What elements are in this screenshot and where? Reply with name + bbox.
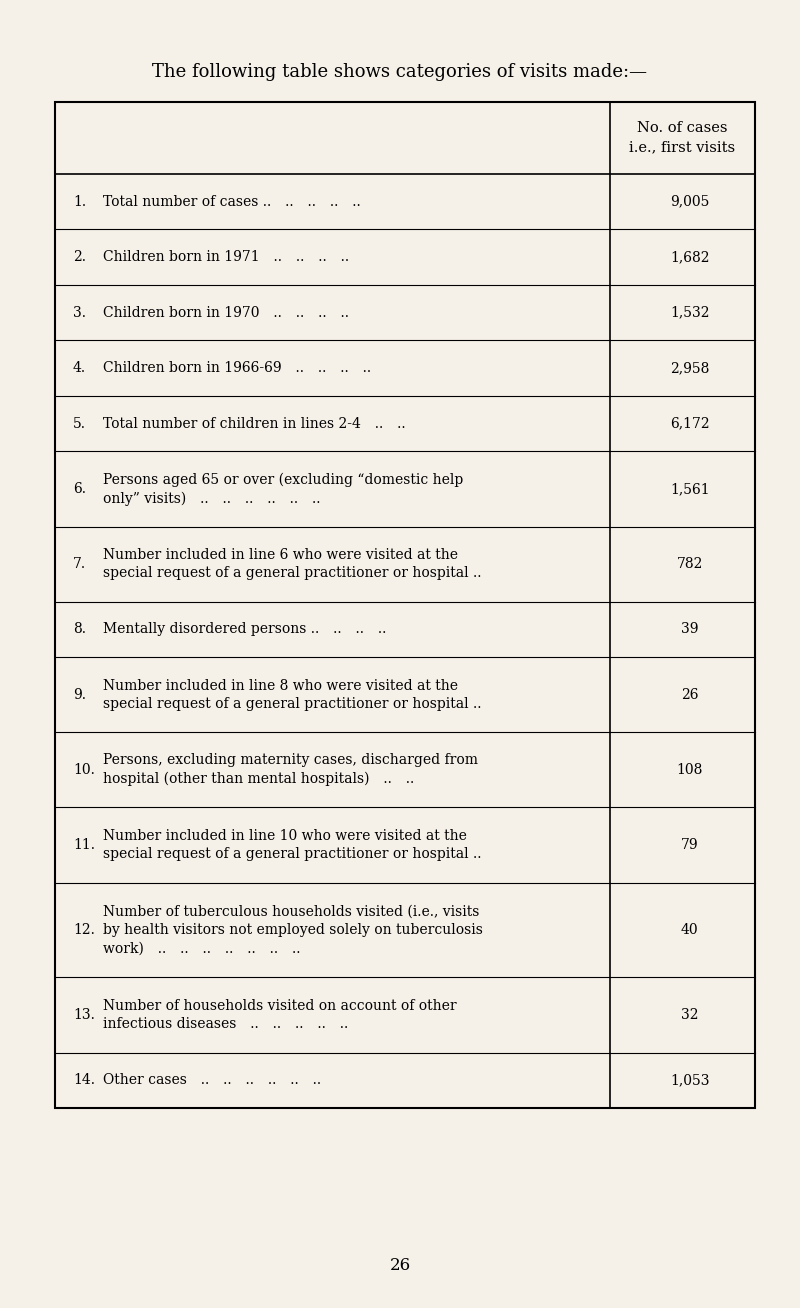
- Text: 13.: 13.: [73, 1008, 95, 1022]
- Text: 5.: 5.: [73, 417, 86, 430]
- Text: 8.: 8.: [73, 623, 86, 637]
- Text: 9,005: 9,005: [670, 195, 710, 209]
- Text: 11.: 11.: [73, 838, 95, 852]
- Text: 7.: 7.: [73, 557, 86, 572]
- Text: 26: 26: [390, 1257, 410, 1274]
- Text: Total number of cases .. .. .. .. ..: Total number of cases .. .. .. .. ..: [103, 195, 361, 209]
- Text: 79: 79: [681, 838, 698, 852]
- Text: Number included in line 8 who were visited at the
special request of a general p: Number included in line 8 who were visit…: [103, 679, 482, 712]
- Text: 4.: 4.: [73, 361, 86, 375]
- Text: No. of cases
i.e., first visits: No. of cases i.e., first visits: [630, 122, 735, 154]
- Text: Children born in 1970 .. .. .. ..: Children born in 1970 .. .. .. ..: [103, 306, 349, 319]
- Text: Children born in 1971 .. .. .. ..: Children born in 1971 .. .. .. ..: [103, 250, 349, 264]
- Text: 9.: 9.: [73, 688, 86, 702]
- Text: Total number of children in lines 2-4 .. ..: Total number of children in lines 2-4 ..…: [103, 417, 406, 430]
- Text: Persons aged 65 or over (excluding “domestic help
only” visits) .. .. .. .. .. .: Persons aged 65 or over (excluding “dome…: [103, 472, 463, 506]
- Text: The following table shows categories of visits made:—: The following table shows categories of …: [153, 63, 647, 81]
- Text: Children born in 1966-69 .. .. .. ..: Children born in 1966-69 .. .. .. ..: [103, 361, 371, 375]
- Text: 12.: 12.: [73, 923, 95, 937]
- Text: 32: 32: [681, 1008, 698, 1022]
- Text: 6,172: 6,172: [670, 417, 710, 430]
- Text: 1,682: 1,682: [670, 250, 710, 264]
- Text: Mentally disordered persons .. .. .. ..: Mentally disordered persons .. .. .. ..: [103, 623, 386, 637]
- Text: Number included in line 10 who were visited at the
special request of a general : Number included in line 10 who were visi…: [103, 829, 482, 861]
- Text: Number of tuberculous households visited (i.e., visits
by health visitors not em: Number of tuberculous households visited…: [103, 905, 483, 955]
- Text: 1,561: 1,561: [670, 481, 710, 496]
- Text: 1.: 1.: [73, 195, 86, 209]
- Text: 6.: 6.: [73, 481, 86, 496]
- Text: Other cases .. .. .. .. .. ..: Other cases .. .. .. .. .. ..: [103, 1074, 321, 1087]
- Text: Number included in line 6 who were visited at the
special request of a general p: Number included in line 6 who were visit…: [103, 548, 482, 581]
- Text: Number of households visited on account of other
infectious diseases .. .. .. ..: Number of households visited on account …: [103, 999, 457, 1031]
- Text: 10.: 10.: [73, 763, 95, 777]
- Text: 39: 39: [681, 623, 698, 637]
- Text: 40: 40: [681, 923, 698, 937]
- Text: 782: 782: [677, 557, 703, 572]
- Text: 2.: 2.: [73, 250, 86, 264]
- Text: 3.: 3.: [73, 306, 86, 319]
- Text: 14.: 14.: [73, 1074, 95, 1087]
- Text: Persons, excluding maternity cases, discharged from
hospital (other than mental : Persons, excluding maternity cases, disc…: [103, 753, 478, 786]
- Text: 1,532: 1,532: [670, 306, 710, 319]
- Text: 108: 108: [677, 763, 703, 777]
- Bar: [55, 102, 755, 1108]
- Text: 2,958: 2,958: [670, 361, 710, 375]
- Text: 26: 26: [681, 688, 698, 702]
- Text: 1,053: 1,053: [670, 1074, 710, 1087]
